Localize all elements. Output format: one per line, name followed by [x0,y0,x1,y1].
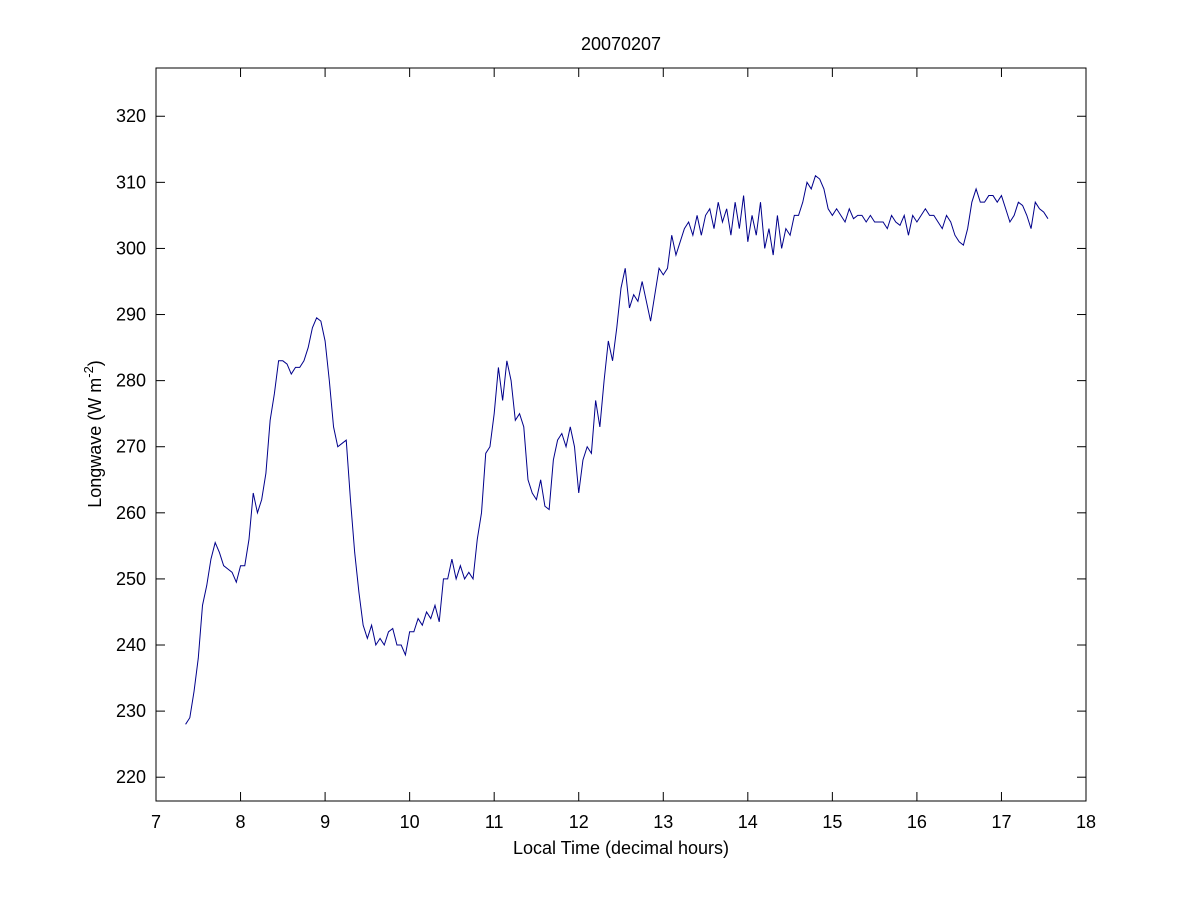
y-axis-label: Longwave (W m-2) [81,360,105,508]
y-tick-label: 280 [116,371,146,391]
chart-title: 20070207 [581,34,661,54]
x-tick-label: 9 [320,812,330,832]
plot-area [155,67,1087,802]
x-tick-label: 14 [738,812,758,832]
x-tick-label: 15 [822,812,842,832]
y-tick-label: 310 [116,172,146,192]
y-tick-label: 320 [116,106,146,126]
y-tick-label: 290 [116,305,146,325]
y-axis-label-suffix: ) [85,360,105,366]
y-tick-label: 240 [116,635,146,655]
x-tick-label: 11 [485,812,504,832]
y-tick-label: 230 [116,701,146,721]
x-tick-label: 17 [991,812,1011,832]
x-axis-label: Local Time (decimal hours) [513,838,729,858]
data-line [185,174,1049,725]
x-tick-label: 13 [653,812,673,832]
x-tick-label: 18 [1076,812,1096,832]
y-axis-label-text: Longwave (W m [85,378,105,508]
x-tick-label: 7 [151,812,161,832]
y-axis-label-superscript: -2 [81,366,96,378]
x-tick-label: 8 [236,812,246,832]
y-tick-label: 260 [116,503,146,523]
x-tick-label: 10 [400,812,420,832]
y-tick-label: 270 [116,437,146,457]
x-tick-label: 12 [569,812,589,832]
x-tick-label: 16 [907,812,927,832]
y-tick-label: 220 [116,767,146,787]
y-tick-label: 250 [116,569,146,589]
y-tick-label: 300 [116,238,146,258]
